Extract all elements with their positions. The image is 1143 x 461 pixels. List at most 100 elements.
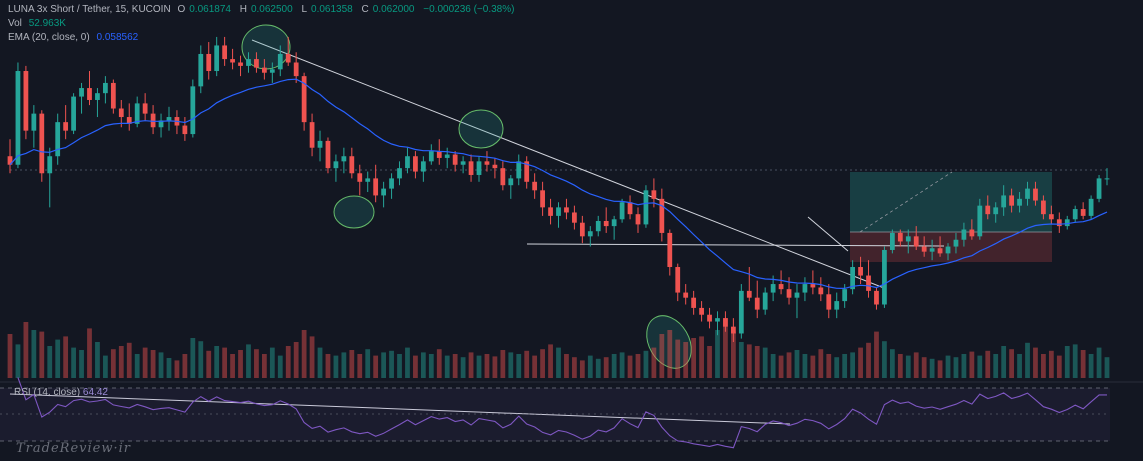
candle	[882, 246, 887, 308]
volume-label[interactable]: Vol	[8, 18, 22, 29]
candle-body	[1001, 195, 1007, 208]
volume-bar	[428, 354, 434, 378]
rsi-label[interactable]: RSI (14, close)	[14, 387, 81, 398]
candle	[238, 55, 243, 77]
ohlc-low-key: L	[301, 4, 308, 15]
candle-body	[413, 156, 418, 172]
candle	[325, 137, 331, 174]
candle	[961, 222, 967, 247]
candle-body	[1017, 198, 1022, 206]
volume-bar	[595, 358, 601, 378]
candle	[643, 185, 649, 228]
volume-bar	[913, 352, 919, 378]
volume-bar	[619, 352, 625, 378]
candle	[190, 79, 196, 138]
long-position-loss-zone[interactable]	[850, 232, 1052, 262]
volume-bar	[937, 360, 943, 378]
candle-body	[285, 53, 291, 63]
candle	[818, 277, 824, 302]
symbol-legend: LUNA 3x Short / Tether, 15, KUCOIN O 0.06…	[8, 4, 520, 15]
candle	[977, 198, 983, 240]
candle	[1072, 205, 1078, 223]
volume-bar	[63, 336, 69, 378]
volume-bar	[540, 349, 545, 378]
trendline-short[interactable]	[807, 216, 849, 252]
candle	[126, 103, 132, 131]
candle	[889, 229, 895, 254]
volume-bar	[707, 346, 712, 378]
highlight-ellipse-3[interactable]	[333, 195, 375, 229]
candle-body	[858, 267, 863, 276]
candle-body	[874, 290, 879, 305]
volume-bar	[858, 347, 863, 378]
volume-value: 52.963K	[28, 18, 66, 29]
candle-body	[603, 220, 609, 227]
volume-bar	[365, 349, 371, 378]
candle-body	[397, 168, 402, 179]
candle-body	[7, 156, 13, 165]
candle	[794, 284, 800, 319]
volume-bar	[309, 336, 315, 378]
candle	[810, 270, 816, 295]
volume-bar	[556, 347, 561, 378]
candle	[1009, 188, 1014, 213]
symbol-name[interactable]: LUNA 3x Short / Tether, 15, KUCOIN	[8, 4, 171, 15]
candle	[993, 202, 999, 223]
candle-body	[1033, 188, 1038, 201]
candle-body	[572, 212, 577, 223]
volume-bar	[325, 354, 331, 378]
volume-bar	[1096, 347, 1102, 378]
horizontal-support-line[interactable]	[526, 243, 945, 247]
candle-body	[508, 178, 514, 186]
candle-body	[707, 314, 712, 322]
volume-bar	[254, 349, 259, 378]
candle	[476, 156, 482, 182]
ema-label[interactable]: EMA (20, close, 0)	[8, 32, 90, 43]
volume-bar	[1025, 342, 1030, 378]
candle	[874, 287, 879, 310]
volume-bar	[874, 331, 879, 378]
candle	[611, 215, 617, 240]
candle-body	[405, 156, 410, 169]
candle	[969, 219, 975, 240]
volume-bar	[802, 354, 808, 378]
highlight-ellipse-4[interactable]	[638, 308, 701, 376]
ema-legend: EMA (20, close, 0) 0.058562	[8, 32, 138, 43]
volume-bar	[444, 355, 450, 378]
volume-bar	[206, 350, 212, 378]
volume-bar	[786, 352, 792, 378]
candle	[158, 113, 164, 138]
candle	[1048, 205, 1054, 225]
candle-body	[365, 178, 371, 182]
ohlc-high-value: 0.062500	[250, 4, 293, 15]
volume-bar	[1033, 347, 1038, 378]
candle-body	[643, 190, 649, 225]
candle	[802, 277, 808, 302]
volume-bar	[103, 355, 108, 378]
candle-body	[913, 236, 919, 247]
candle	[142, 93, 148, 121]
trendline-resistance[interactable]	[251, 39, 885, 289]
candle	[921, 236, 927, 257]
volume-bar	[142, 347, 148, 378]
candle	[468, 154, 474, 182]
highlight-ellipse-2[interactable]	[458, 109, 504, 149]
volume-bars	[7, 318, 1110, 378]
ohlc-high-key: H	[239, 4, 247, 15]
volume-bar	[349, 350, 355, 378]
volume-bar	[301, 330, 307, 378]
candle	[349, 147, 355, 179]
volume-bar	[55, 339, 61, 378]
candle-body	[810, 284, 816, 288]
candle	[63, 105, 69, 140]
rsi-trendline[interactable]	[9, 393, 791, 425]
ohlc-open-value: 0.061874	[189, 4, 231, 15]
volume-bar	[762, 347, 768, 378]
candle	[667, 229, 673, 276]
candle-body	[929, 248, 935, 252]
candle-body	[238, 62, 243, 66]
candle	[746, 267, 752, 302]
candle-body	[691, 297, 697, 308]
candle-body	[564, 207, 569, 213]
